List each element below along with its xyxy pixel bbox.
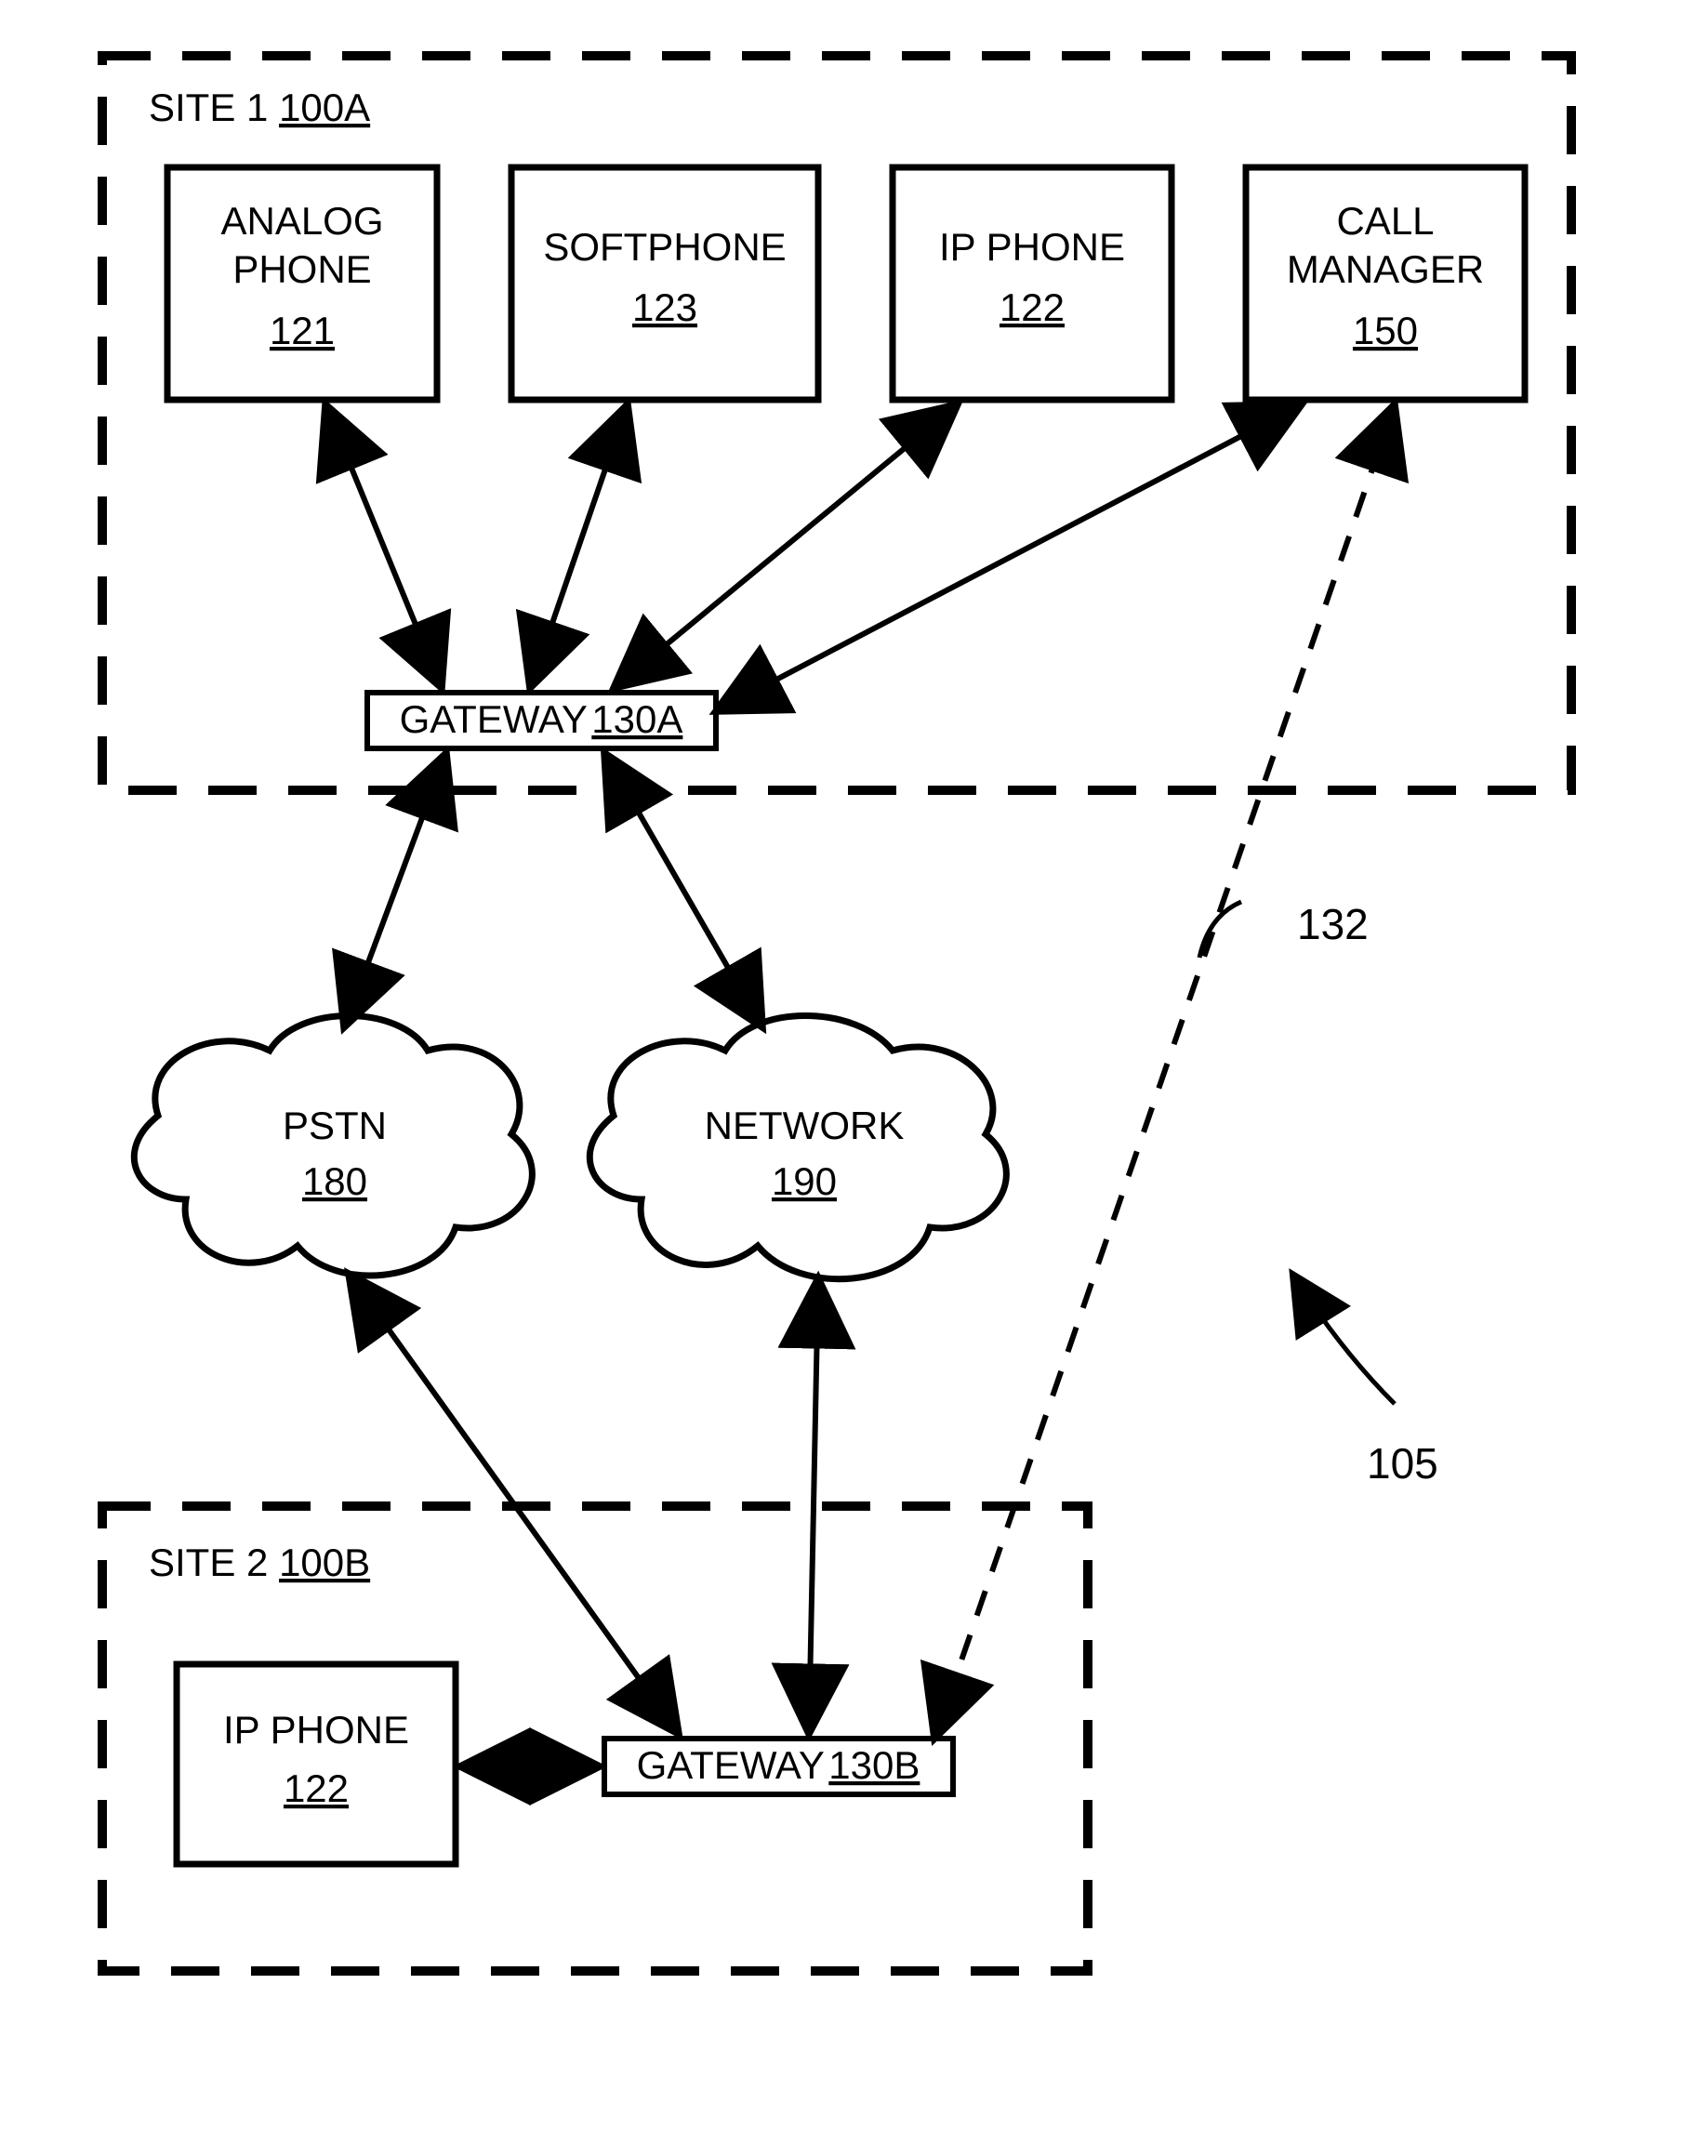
call-manager-box: CALL MANAGER 150 <box>1246 167 1525 400</box>
edge-gwA-network <box>604 753 762 1027</box>
analog-phone-box: ANALOG PHONE 121 <box>167 167 437 400</box>
svg-text:NETWORK: NETWORK <box>705 1104 905 1147</box>
svg-text:122: 122 <box>284 1766 349 1810</box>
svg-text:GATEWAY 130B: GATEWAY 130B <box>637 1743 920 1787</box>
edge-cm-gwA <box>716 404 1302 711</box>
svg-text:GATEWAY 130A: GATEWAY 130A <box>400 697 683 741</box>
svg-text:190: 190 <box>772 1159 837 1203</box>
gateway-a-box: GATEWAY 130A <box>367 693 716 748</box>
svg-text:SOFTPHONE: SOFTPHONE <box>543 225 786 269</box>
svg-text:180: 180 <box>302 1159 367 1203</box>
svg-text:IP PHONE: IP PHONE <box>223 1708 409 1752</box>
svg-text:ANALOG: ANALOG <box>220 199 383 243</box>
callout-105: 105 <box>1367 1439 1438 1488</box>
pstn-cloud: PSTN 180 <box>134 1016 532 1276</box>
ip-phone-b-box: IP PHONE 122 <box>177 1664 456 1864</box>
callout-132: 132 <box>1297 900 1369 948</box>
edge-analog-gwA <box>325 404 442 688</box>
network-cloud: NETWORK 190 <box>589 1016 1006 1279</box>
svg-text:150: 150 <box>1353 309 1418 352</box>
site1-label: SITE 1 100A <box>149 86 370 129</box>
svg-text:MANAGER: MANAGER <box>1287 247 1484 291</box>
gateway-b-box: GATEWAY 130B <box>604 1739 953 1794</box>
site2-label: SITE 2 100B <box>149 1541 370 1584</box>
edge-network-gwB <box>809 1278 818 1734</box>
svg-text:121: 121 <box>270 309 335 352</box>
callout-105-arrow <box>1292 1274 1395 1404</box>
svg-text:PHONE: PHONE <box>232 247 371 291</box>
edge-cm-gwB-dashed <box>934 404 1395 1739</box>
softphone-box: SOFTPHONE 123 <box>511 167 818 400</box>
svg-text:123: 123 <box>632 285 697 329</box>
svg-text:PSTN: PSTN <box>283 1104 387 1147</box>
edge-ipA-gwA <box>614 404 958 688</box>
svg-text:IP PHONE: IP PHONE <box>939 225 1125 269</box>
ip-phone-a-box: IP PHONE 122 <box>893 167 1172 400</box>
edge-soft-gwA <box>530 404 628 688</box>
svg-text:CALL: CALL <box>1336 199 1434 243</box>
svg-text:122: 122 <box>1000 285 1065 329</box>
